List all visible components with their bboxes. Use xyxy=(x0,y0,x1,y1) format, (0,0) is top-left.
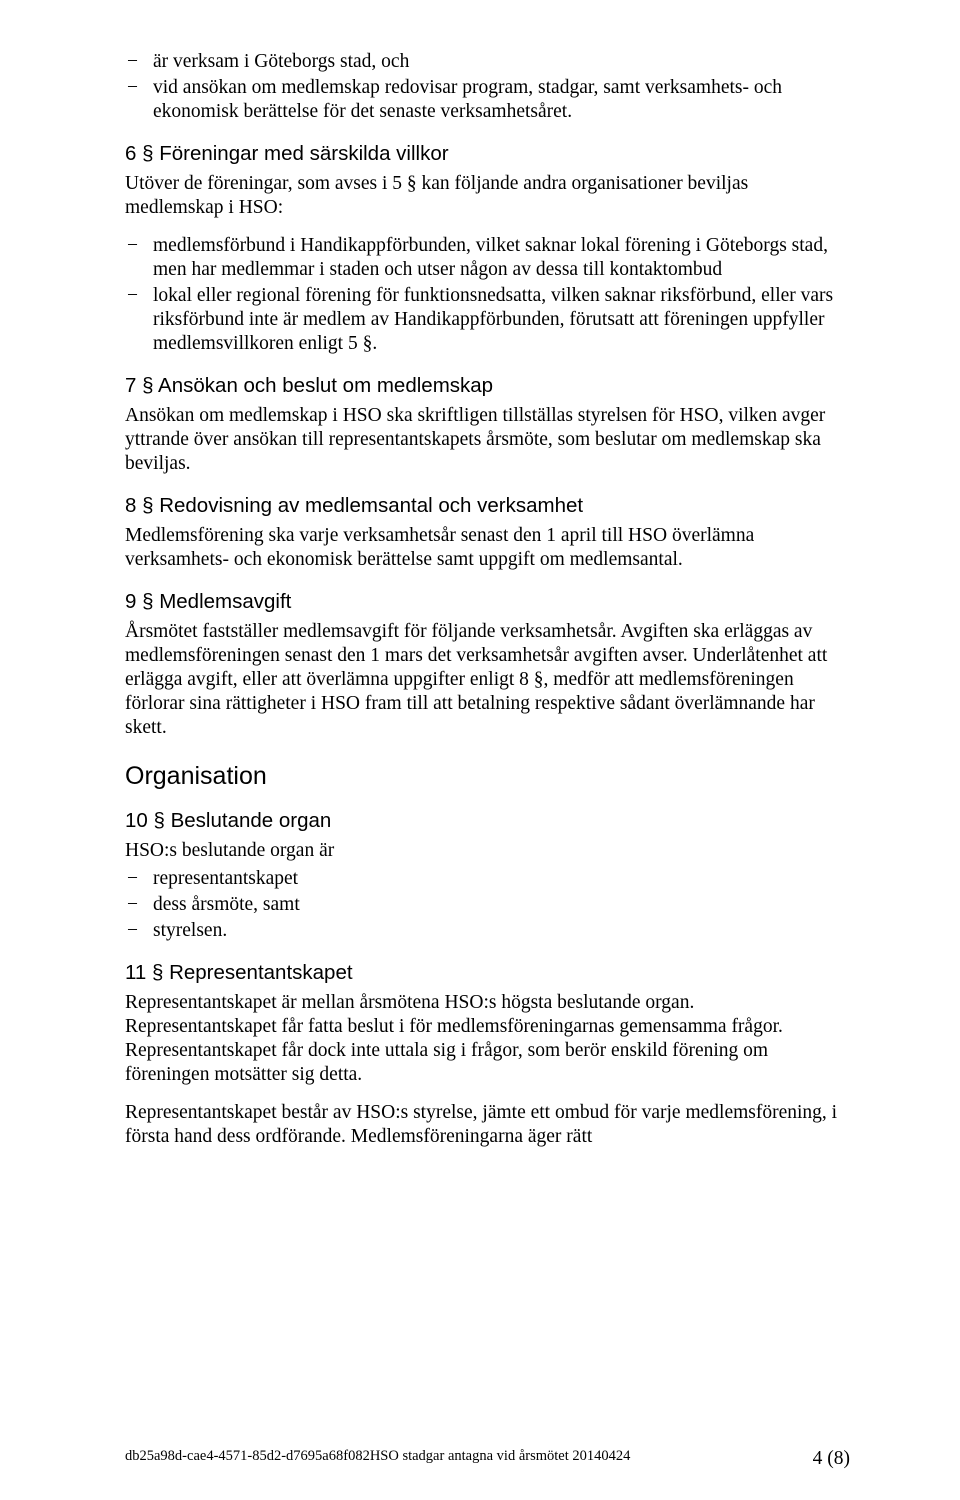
list-item: är verksam i Göteborgs stad, och xyxy=(125,50,850,74)
section-10-heading: 10 § Beslutande organ xyxy=(125,809,850,833)
section-7-body: Ansökan om medlemskap i HSO ska skriftli… xyxy=(125,404,850,476)
footer-page-number: 4 (8) xyxy=(813,1448,850,1470)
section-8-body: Medlemsförening ska varje verksamhetsår … xyxy=(125,524,850,572)
section-6-intro: Utöver de föreningar, som avses i 5 § ka… xyxy=(125,172,850,220)
document-page: är verksam i Göteborgs stad, och vid ans… xyxy=(0,0,960,1500)
section-10-intro: HSO:s beslutande organ är xyxy=(125,839,850,863)
section-8-heading: 8 § Redovisning av medlemsantal och verk… xyxy=(125,494,850,518)
section-6-heading: 6 § Föreningar med särskilda villkor xyxy=(125,142,850,166)
section-9-body: Årsmötet fastställer medlemsavgift för f… xyxy=(125,620,850,740)
organisation-heading: Organisation xyxy=(125,762,850,791)
footer-left: db25a98d-cae4-4571-85d2-d7695a68f082HSO … xyxy=(125,1448,630,1464)
list-item: vid ansökan om medlemskap redovisar prog… xyxy=(125,76,850,124)
section-10-list: representantskapet dess årsmöte, samt st… xyxy=(125,867,850,943)
page-footer: db25a98d-cae4-4571-85d2-d7695a68f082HSO … xyxy=(125,1448,850,1470)
list-item: dess årsmöte, samt xyxy=(125,893,850,917)
list-item: styrelsen. xyxy=(125,919,850,943)
section-11-p2: Representantskapet består av HSO:s styre… xyxy=(125,1101,850,1149)
intro-list: är verksam i Göteborgs stad, och vid ans… xyxy=(125,50,850,124)
section-9-heading: 9 § Medlemsavgift xyxy=(125,590,850,614)
list-item: representantskapet xyxy=(125,867,850,891)
list-item: medlemsförbund i Handikappförbunden, vil… xyxy=(125,234,850,282)
section-11-heading: 11 § Representantskapet xyxy=(125,961,850,985)
list-item: lokal eller regional förening för funkti… xyxy=(125,284,850,356)
section-7-heading: 7 § Ansökan och beslut om medlemskap xyxy=(125,374,850,398)
section-6-list: medlemsförbund i Handikappförbunden, vil… xyxy=(125,234,850,356)
section-11-p1: Representantskapet är mellan årsmötena H… xyxy=(125,991,850,1087)
